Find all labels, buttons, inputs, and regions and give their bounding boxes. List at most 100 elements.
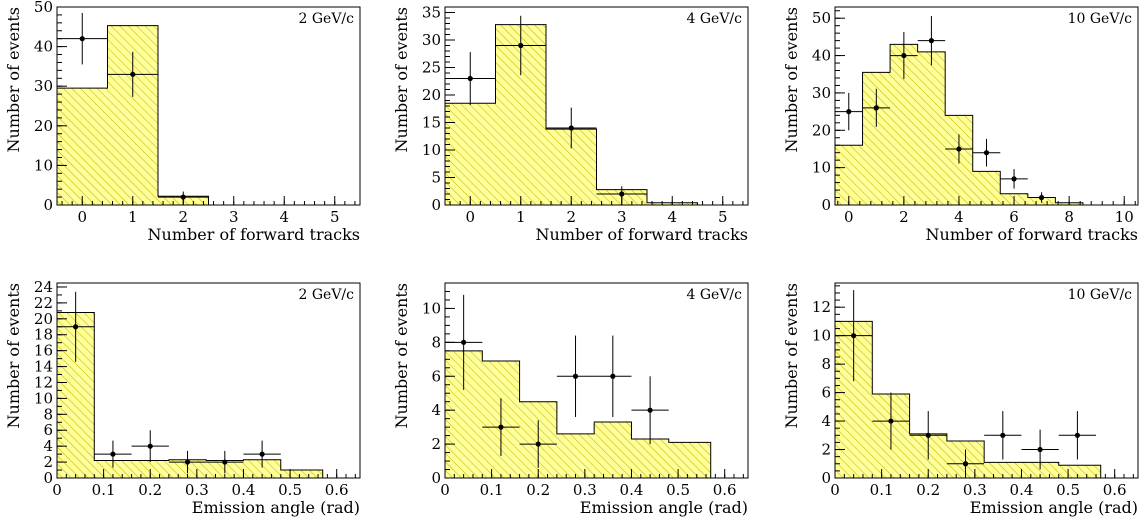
data-point <box>57 12 108 65</box>
plot-frame <box>834 6 1139 206</box>
y-tick-label: 30 <box>812 84 831 102</box>
ticks <box>444 282 744 479</box>
y-tick-label: 10 <box>34 389 53 407</box>
x-tick-label: 2 <box>178 208 188 226</box>
histogram <box>56 25 209 205</box>
histogram-fill <box>445 350 711 478</box>
x-tick-label: 5 <box>718 208 728 226</box>
data-marker <box>568 125 574 131</box>
x-tick-label: 0.1 <box>92 481 116 499</box>
plot-frame <box>834 282 1139 479</box>
data-marker <box>928 38 935 44</box>
data-points <box>835 15 1056 203</box>
data-point <box>890 32 918 80</box>
data-marker <box>851 333 857 339</box>
data-point <box>94 440 132 468</box>
y-tick-label: 20 <box>422 86 441 104</box>
data-point <box>482 398 520 456</box>
data-marker <box>925 432 931 438</box>
data-point <box>57 291 95 362</box>
x-tick-label: 3 <box>617 208 627 226</box>
histogram <box>834 320 1102 478</box>
x-tick-label: 10 <box>1115 208 1134 226</box>
data-marker <box>467 75 473 82</box>
data-marker <box>846 109 852 115</box>
data-point <box>872 392 910 450</box>
y-tick-label: 50 <box>34 0 53 16</box>
data-point <box>946 449 985 478</box>
x-tick-label: 0.1 <box>870 481 894 499</box>
data-point <box>1027 192 1056 203</box>
x-tick-label: 1 <box>516 208 526 226</box>
data-marker <box>901 52 907 59</box>
y-tick-label: 10 <box>34 156 53 174</box>
x-axis-title: Emission angle (rad) <box>580 498 748 517</box>
y-tick-label: 30 <box>422 31 441 49</box>
data-marker <box>1011 176 1017 182</box>
x-tick-label: 1 <box>128 208 138 226</box>
data-marker <box>73 324 79 330</box>
y-tick-label: 4 <box>431 401 441 419</box>
y-tick-label: 40 <box>812 47 831 65</box>
data-points <box>57 291 281 474</box>
x-axis-title: Emission angle (rad) <box>970 498 1138 517</box>
y-axis-title: Number of events <box>392 283 411 428</box>
data-point <box>243 440 281 468</box>
y-tick-label: 20 <box>34 117 53 135</box>
y-tick-label: 0 <box>821 196 831 214</box>
histogram-outline <box>56 25 209 205</box>
y-axis-title: Number of events <box>782 283 801 428</box>
x-axis-title: Number of forward tracks <box>148 225 360 244</box>
data-point <box>546 107 597 149</box>
data-point <box>519 420 557 468</box>
data-marker <box>1037 446 1043 453</box>
y-tick-label: 6 <box>43 421 53 439</box>
data-points <box>445 294 669 468</box>
energy-label: 10 GeV/c <box>1068 287 1133 303</box>
x-tick-label: 0 <box>465 208 475 226</box>
plot-frame <box>56 282 361 479</box>
data-marker <box>222 459 228 465</box>
data-point <box>168 450 207 474</box>
y-tick-label: 25 <box>422 59 441 77</box>
histogram-fill <box>57 25 209 205</box>
y-tick-label: 10 <box>812 327 831 345</box>
ticks <box>56 286 356 479</box>
x-tick-label: 0.2 <box>916 481 940 499</box>
energy-label: 2 GeV/c <box>299 11 355 27</box>
y-tick-label: 0 <box>821 469 831 487</box>
x-tick-label: 0.2 <box>526 481 550 499</box>
y-axis-title: Number of events <box>4 7 23 152</box>
y-tick-label: 10 <box>422 299 441 317</box>
histogram <box>834 43 1084 205</box>
y-tick-label: 30 <box>34 77 53 95</box>
y-tick-label: 2 <box>43 453 53 471</box>
y-axis-title: Number of events <box>4 283 23 428</box>
x-tick-label: 0.5 <box>278 481 302 499</box>
data-point <box>107 51 158 97</box>
y-tick-label: 10 <box>422 141 441 159</box>
data-point <box>945 134 973 164</box>
y-tick-label: 18 <box>34 326 53 344</box>
y-axis-title: Number of events <box>392 7 411 152</box>
data-point <box>1021 429 1059 470</box>
x-tick-label: 0 <box>52 481 62 499</box>
x-tick-label: 0.2 <box>138 481 162 499</box>
data-marker <box>647 407 653 413</box>
data-marker <box>619 191 625 197</box>
energy-label: 10 GeV/c <box>1068 11 1133 27</box>
ticks <box>57 6 356 206</box>
x-tick-label: 0.4 <box>1010 481 1034 499</box>
histogram-outline <box>834 320 1102 478</box>
energy-label: 2 GeV/c <box>299 287 355 303</box>
data-marker <box>1074 432 1080 438</box>
data-point <box>1000 169 1028 189</box>
data-point <box>206 450 244 474</box>
data-marker <box>259 451 265 457</box>
histogram-outline <box>56 311 324 478</box>
data-marker <box>610 373 616 379</box>
y-tick-label: 14 <box>34 358 53 376</box>
x-tick-label: 0.3 <box>185 481 209 499</box>
y-tick-label: 4 <box>43 437 53 455</box>
